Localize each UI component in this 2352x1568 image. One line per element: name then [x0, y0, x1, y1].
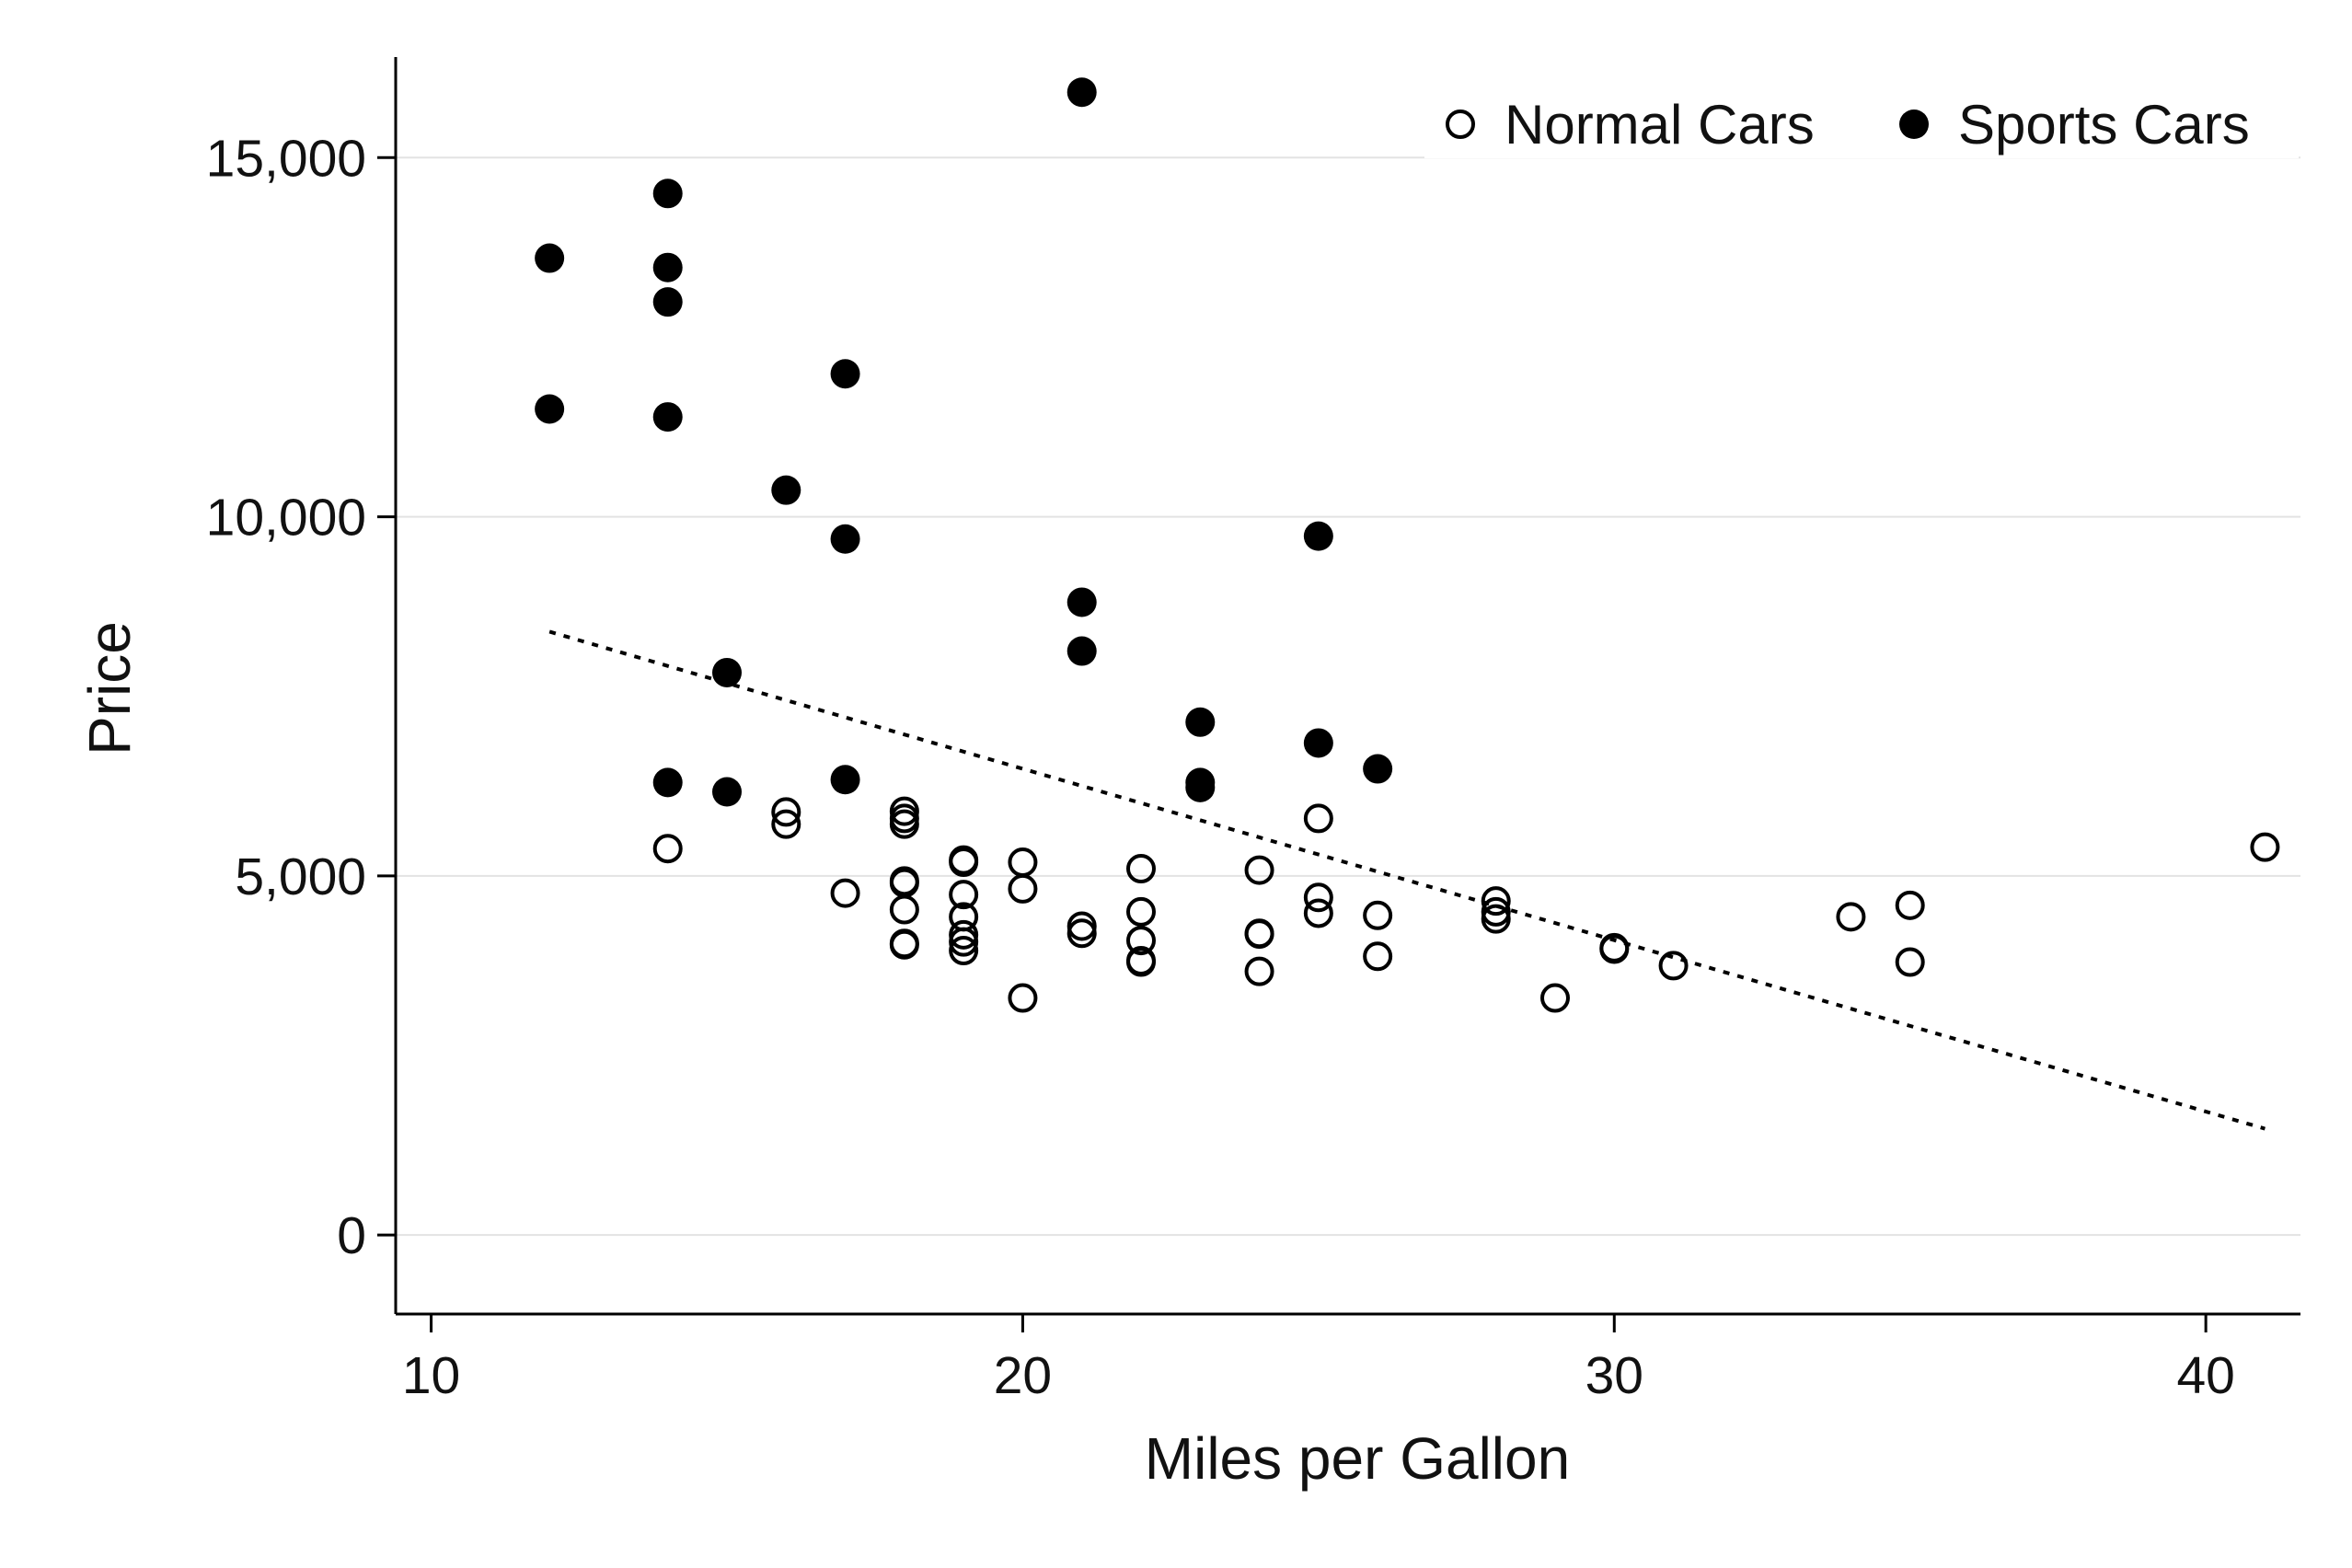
y-tick-label: 10,000 — [206, 489, 366, 548]
normal-car-point — [1481, 904, 1511, 934]
sports-car-point — [1303, 728, 1333, 758]
normal-car-point — [1244, 855, 1274, 885]
sports-car-point — [535, 394, 565, 424]
normal-car-point — [1244, 919, 1274, 950]
sports-car-point — [535, 243, 565, 273]
normal-car-point — [1303, 803, 1333, 834]
y-tick-label: 5,000 — [235, 847, 366, 906]
normal-car-point — [949, 936, 979, 966]
fit-line-group — [548, 629, 2266, 1131]
normal-car-point — [1126, 926, 1156, 956]
normal-car-point — [1008, 873, 1038, 904]
sports-car-point — [652, 252, 683, 282]
normal-car-point — [771, 797, 801, 827]
normal-car-point — [889, 894, 919, 925]
normal-car-point — [1895, 947, 1925, 977]
sports-car-point — [712, 657, 742, 687]
sports-car-point — [771, 475, 801, 505]
sports-car-point — [1066, 587, 1097, 617]
sports-car-point — [1066, 77, 1097, 108]
legend-label-normal-cars: Normal Cars — [1505, 94, 1815, 156]
sports-car-point — [652, 179, 683, 209]
sports-car-point — [652, 402, 683, 432]
fit-line — [548, 629, 2266, 1131]
sports-car-point — [1066, 636, 1097, 666]
y-axis-title: Price — [76, 621, 143, 755]
normal-car-point — [1481, 886, 1511, 917]
normal-car-point — [1540, 983, 1570, 1013]
normal-car-point — [889, 809, 919, 839]
normal-car-point — [949, 919, 979, 950]
normal-car-point — [1126, 896, 1156, 927]
tick-labels: 0 5,000 10,000 15,000 10 20 30 40 — [206, 129, 2235, 1405]
normal-car-point — [1836, 902, 1866, 932]
sports-car-point — [652, 287, 683, 317]
sports-car-point — [1303, 521, 1333, 551]
normal-car-point — [771, 809, 801, 839]
axes — [377, 57, 2300, 1332]
x-axis-title: Miles per Gallon — [1145, 1425, 1570, 1492]
sports-car-point — [1185, 707, 1216, 737]
normal-car-point — [1008, 983, 1038, 1013]
normal-car-point — [1363, 941, 1393, 972]
normal-car-point — [949, 927, 979, 957]
legend-marker-normal-cars — [1446, 110, 1475, 139]
legend-label-sports-cars: Sports Cars — [1958, 94, 2250, 156]
normal-car-point — [1363, 900, 1393, 930]
sports-car-point — [830, 524, 860, 554]
sports-car-point — [1363, 754, 1393, 784]
x-tick-label: 20 — [994, 1346, 1052, 1405]
legend-marker-sports-cars — [1899, 110, 1929, 139]
normal-car-point — [1481, 896, 1511, 927]
normal-car-point — [2250, 832, 2280, 862]
normal-car-point — [949, 880, 979, 910]
normal-car-point — [1126, 947, 1156, 977]
x-tick-label: 30 — [1585, 1346, 1643, 1405]
y-tick-label: 0 — [337, 1206, 366, 1265]
normal-car-point — [830, 878, 860, 908]
sports-car-point — [830, 765, 860, 795]
normal-car-point — [1066, 911, 1097, 941]
y-tick-label: 15,000 — [206, 129, 366, 188]
data-points — [535, 77, 2280, 1013]
normal-car-point — [1895, 890, 1925, 920]
normal-car-point — [1066, 918, 1097, 949]
normal-car-point — [889, 796, 919, 826]
normal-car-point — [1658, 951, 1689, 981]
normal-car-point — [652, 834, 683, 864]
normal-car-point — [1126, 854, 1156, 884]
sports-car-point — [1185, 772, 1216, 802]
normal-car-point — [1599, 934, 1630, 964]
legend-background — [1424, 66, 2299, 158]
normal-car-point — [1244, 956, 1274, 986]
sports-car-point — [652, 767, 683, 798]
sports-car-point — [712, 777, 742, 807]
sports-car-point — [830, 359, 860, 389]
normal-car-point — [949, 847, 979, 878]
normal-car-point — [889, 929, 919, 960]
normal-car-point — [1303, 898, 1333, 928]
normal-car-point — [1303, 882, 1333, 913]
legend: Normal Cars Sports Cars — [1424, 66, 2299, 158]
x-tick-label: 40 — [2176, 1346, 2234, 1405]
x-tick-label: 10 — [402, 1346, 460, 1405]
